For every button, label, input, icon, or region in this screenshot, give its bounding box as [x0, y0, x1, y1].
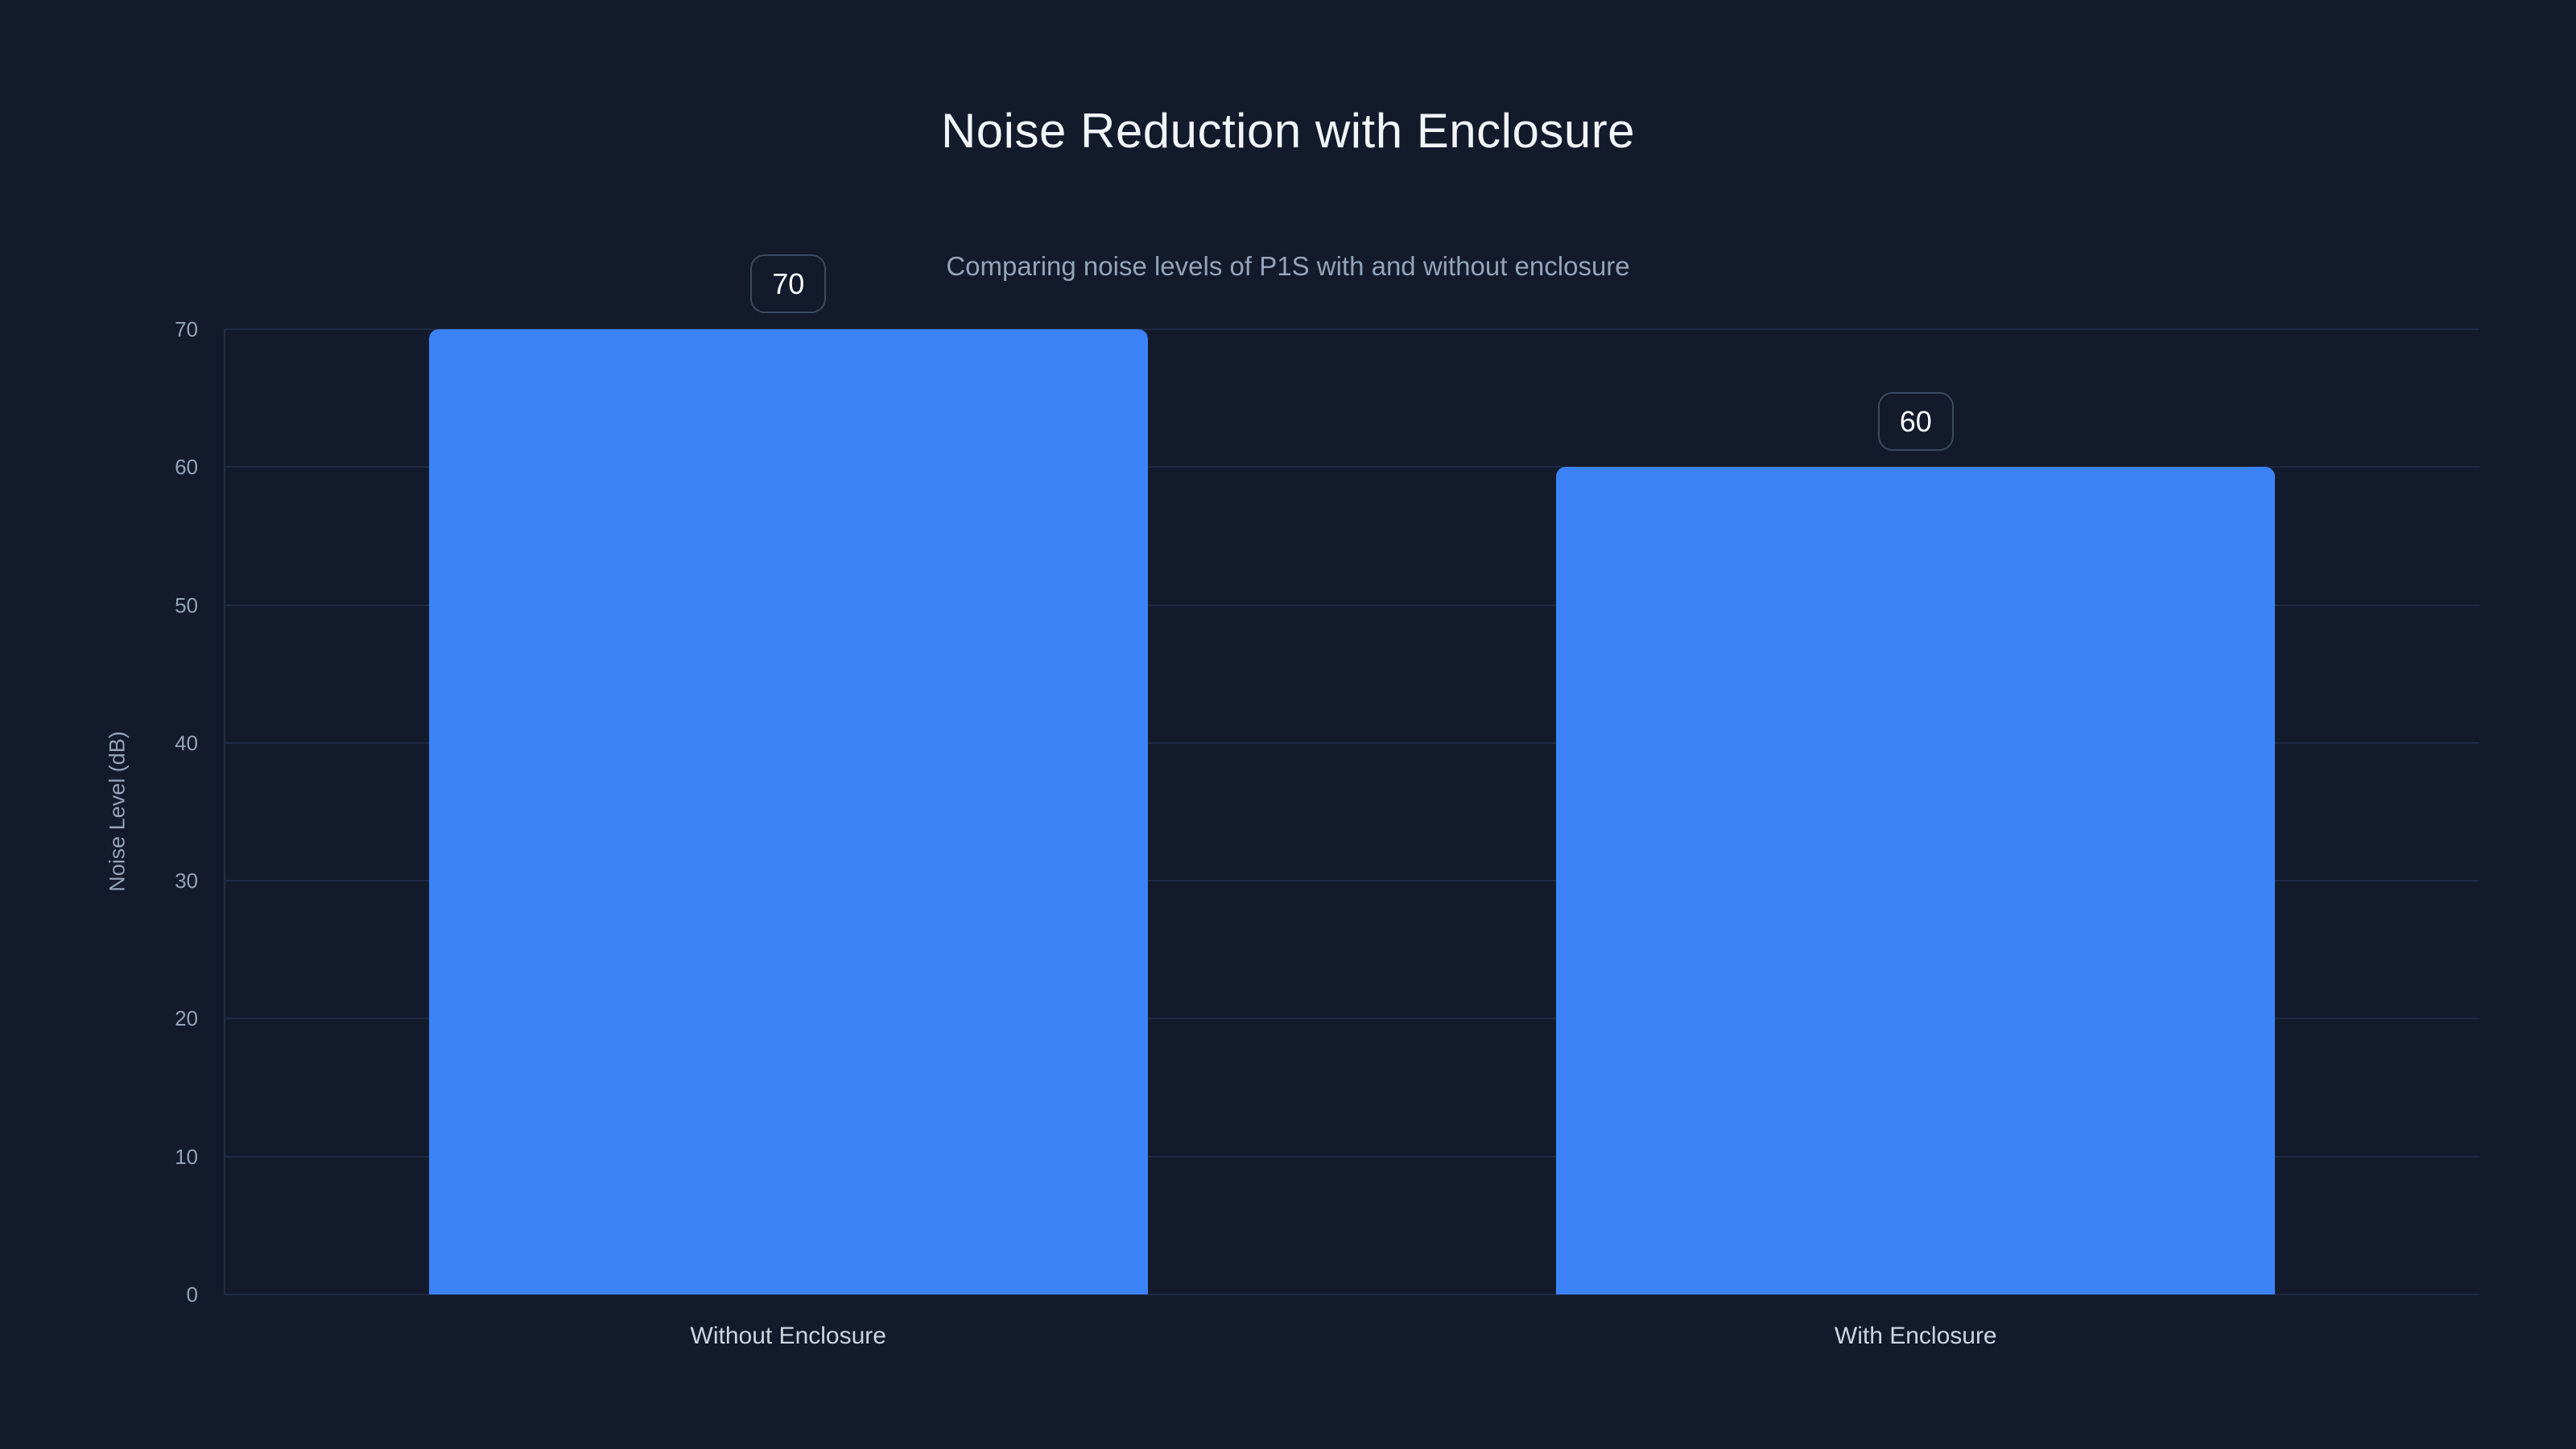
gridline-50 [225, 604, 2479, 606]
x-category-label-with-enclosure: With Enclosure [1834, 1323, 1997, 1349]
y-tick-label-20: 20 [175, 1006, 198, 1031]
y-tick-label-50: 50 [175, 592, 198, 617]
y-tick-label-30: 30 [175, 869, 198, 894]
gridline-10 [225, 1155, 2479, 1158]
value-badge-without-enclosure: 70 [750, 254, 827, 313]
gridline-20 [225, 1018, 2479, 1020]
y-tick-label-0: 0 [186, 1282, 198, 1307]
y-tick-label-40: 40 [175, 730, 198, 755]
gridline-70 [225, 328, 2479, 330]
gridline-40 [225, 741, 2479, 744]
chart-subtitle: Comparing noise levels of P1S with and w… [946, 251, 1630, 281]
gridline-60 [225, 466, 2479, 469]
y-tick-label-10: 10 [175, 1144, 198, 1169]
gridline-0 [225, 1294, 2479, 1295]
bar-with-enclosure [1556, 467, 2276, 1294]
value-badge-with-enclosure: 60 [1877, 392, 1954, 452]
bar-without-enclosure [428, 329, 1148, 1294]
y-tick-label-60: 60 [175, 455, 198, 480]
x-category-label-without-enclosure: Without Enclosure [690, 1323, 886, 1349]
chart-title: Noise Reduction with Enclosure [940, 104, 1636, 158]
plot-area: 0 10 20 30 40 50 60 70 70 Without Enclosure 60 With… [175, 254, 2479, 1349]
y-tick-label-70: 70 [175, 317, 198, 341]
y-axis-line [224, 329, 225, 1294]
gridline-30 [225, 880, 2479, 882]
